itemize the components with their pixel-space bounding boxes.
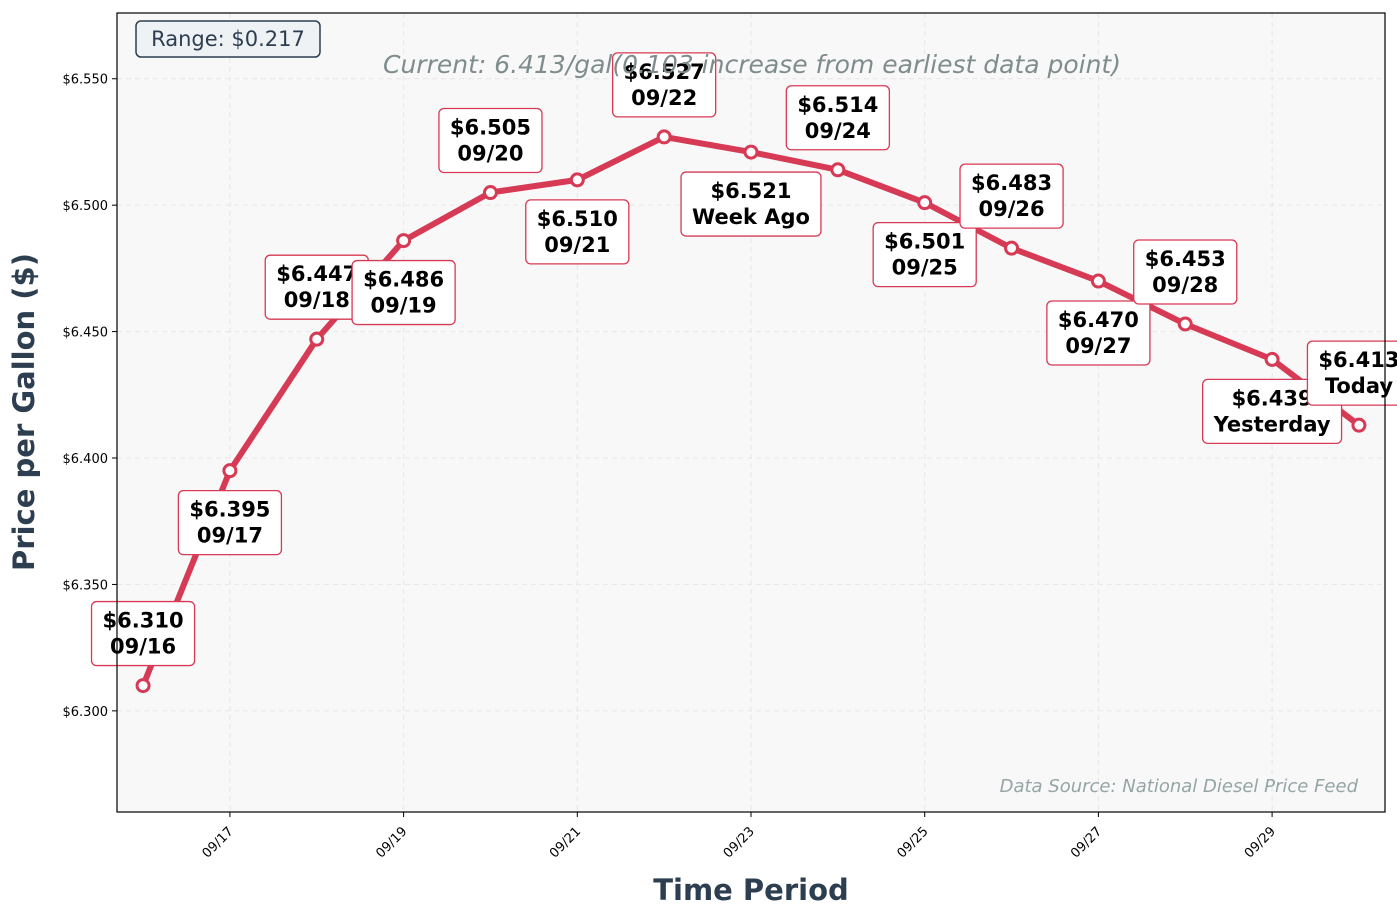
y-tick-label: $6.350 [63, 578, 109, 593]
data-point [135, 678, 151, 694]
y-tick-label: $6.500 [63, 199, 109, 214]
point-label-background [438, 107, 543, 174]
data-point [396, 233, 412, 249]
point-label-background [1133, 239, 1238, 305]
data-point [1351, 417, 1367, 433]
point-label-price: $6.483 [971, 171, 1052, 195]
data-point [917, 195, 933, 211]
point-label-date: 09/24 [805, 119, 871, 143]
x-tick-label: 09/19 [373, 824, 410, 861]
point-label-price: $6.486 [363, 268, 444, 292]
point-label-date: 09/26 [978, 197, 1044, 221]
point-label-price: $6.521 [710, 179, 791, 203]
point-label-date: 09/18 [284, 288, 350, 312]
point-label-price: $6.395 [189, 498, 270, 522]
plot-frame [116, 12, 1386, 813]
point-label-background [680, 171, 822, 237]
point-label-price: $6.501 [884, 230, 965, 254]
y-axis-title: Price per Gallon ($) [7, 253, 41, 571]
point-label-price: $6.505 [450, 116, 531, 140]
chart-subtitle: Current: 6.413/gal(0.103 increase from e… [383, 50, 1121, 79]
x-tick-label: 09/17 [200, 824, 237, 861]
data-point [656, 129, 672, 145]
point-label-background [959, 163, 1064, 229]
point-label-price: $6.510 [537, 207, 618, 231]
point-label-date: Week Ago [692, 205, 810, 229]
point-label-date: Yesterday [1213, 412, 1331, 436]
data-point [1004, 240, 1020, 256]
point-label-price: $6.310 [103, 609, 184, 633]
point-label-price: $6.453 [1145, 247, 1226, 271]
data-point [1090, 273, 1106, 289]
x-tick-label: 09/27 [1068, 824, 1105, 861]
data-point [569, 172, 585, 188]
point-label-date: 09/27 [1065, 334, 1131, 358]
point-label-price: $6.413 [1318, 348, 1397, 372]
data-point [830, 162, 846, 178]
point-label-date: Today [1325, 374, 1394, 398]
point-label-date: 09/21 [544, 233, 610, 257]
point-label-background [1046, 300, 1151, 366]
x-tick-label: 09/25 [894, 824, 931, 861]
point-label-background [525, 199, 630, 265]
data-point [309, 331, 325, 347]
x-tick-label: 09/23 [721, 824, 758, 861]
y-tick-label: $6.450 [63, 326, 109, 341]
point-label-price: $6.470 [1058, 308, 1139, 332]
point-label-date: 09/17 [197, 524, 263, 548]
point-labels: $6.31009/16$6.39509/17$6.44709/18$6.4860… [90, 52, 1397, 667]
data-point [222, 463, 238, 479]
point-label-background [1306, 340, 1397, 406]
x-axis-ticks: 09/17 09/19 09/21 09/23 09/25 09/27 09/29 [200, 812, 1279, 861]
point-label-price: $6.439 [1232, 386, 1313, 410]
x-axis-title: Time Period [653, 873, 849, 907]
y-tick-label: $6.550 [63, 73, 109, 88]
data-point [1177, 316, 1193, 332]
point-label-date: 09/16 [110, 635, 176, 659]
point-label-background [177, 490, 283, 556]
point-label-date: 09/19 [371, 294, 437, 318]
data-point [482, 185, 498, 201]
point-label-date: 09/28 [1152, 273, 1218, 297]
point-label-price: $6.527 [624, 60, 705, 84]
x-tick-label: 09/21 [547, 824, 584, 861]
point-label-background [351, 259, 456, 326]
y-tick-label: $6.400 [63, 452, 109, 467]
y-axis-ticks: $6.300 $6.350 $6.400 $6.450 $6.500 $6.550 [63, 73, 117, 720]
data-source-note: Data Source: National Diesel Price Feed [1000, 776, 1359, 797]
range-text: Range: $0.217 [151, 27, 305, 51]
point-label-date: 09/20 [457, 142, 523, 166]
x-tick-label: 09/29 [1242, 824, 1279, 861]
point-label-date: 09/22 [631, 86, 697, 110]
range-box [135, 20, 321, 58]
data-point [1264, 351, 1280, 367]
point-label-price: $6.447 [276, 262, 357, 286]
point-label-background [785, 85, 891, 151]
point-label-background [872, 221, 977, 288]
point-label-date: 09/25 [892, 256, 958, 280]
y-tick-label: $6.300 [63, 705, 109, 720]
point-label-background [611, 52, 717, 118]
point-label-price: $6.514 [797, 93, 878, 117]
data-point [743, 144, 759, 160]
